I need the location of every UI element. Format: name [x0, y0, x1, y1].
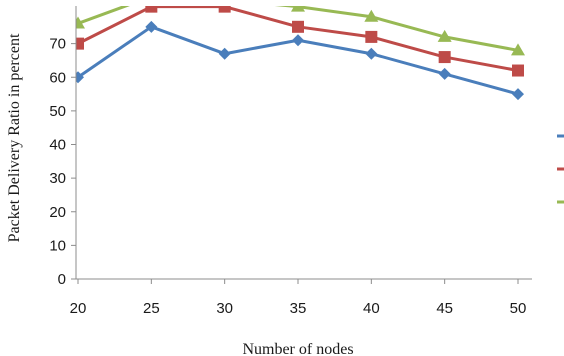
series-1-point: [145, 20, 158, 33]
series-1-point: [438, 67, 451, 80]
y-tick-label: 20: [49, 204, 66, 221]
series-3-point: [437, 29, 452, 42]
x-tick-label: 30: [216, 300, 233, 317]
y-tick-label: 10: [49, 237, 66, 254]
series-2-point: [438, 51, 451, 64]
x-tick-label: 45: [436, 300, 453, 317]
series-2-point: [512, 64, 524, 77]
legend: [557, 134, 564, 204]
series-3-point: [291, 6, 305, 12]
series-2-point: [292, 20, 304, 33]
series-2-point: [76, 37, 84, 50]
y-axis-title: Packet Delivery Ratio in percent: [6, 33, 23, 242]
y-tick-label: 50: [49, 103, 66, 120]
ticks-layer: 0 10 20 30 40 50 60 70 20 25 30 35 40 45 50: [49, 36, 526, 317]
x-tick-label: 25: [143, 300, 160, 317]
series-3-point: [218, 0, 232, 5]
x-tick-label: 50: [510, 300, 527, 317]
y-tick-label: 30: [49, 170, 66, 187]
series-1-point: [292, 34, 304, 47]
series-3-point: [364, 9, 379, 22]
x-tick-label: 20: [70, 300, 87, 317]
y-tick-label: 0: [58, 271, 66, 288]
series-1-point: [365, 47, 378, 60]
series-3-point: [144, 0, 158, 2]
series-2-point: [218, 6, 231, 13]
series-2-point: [145, 6, 158, 13]
series-3-point: [511, 43, 525, 56]
series-layer: [76, 0, 525, 101]
series-3: [76, 0, 525, 56]
y-tick-label: 60: [49, 69, 66, 86]
series-1-point: [512, 88, 524, 101]
series-1-point: [218, 47, 231, 60]
y-tick-label: 40: [49, 137, 66, 154]
x-tick-label: 35: [290, 300, 307, 317]
series-3-point: [76, 16, 85, 29]
y-tick-label: 70: [49, 36, 66, 53]
x-tick-label: 40: [363, 300, 380, 317]
series-2: [76, 6, 524, 77]
series-1: [76, 20, 524, 101]
series-1-point: [76, 71, 84, 84]
x-axis-title: Number of nodes: [242, 341, 353, 356]
series-2-point: [365, 30, 378, 43]
